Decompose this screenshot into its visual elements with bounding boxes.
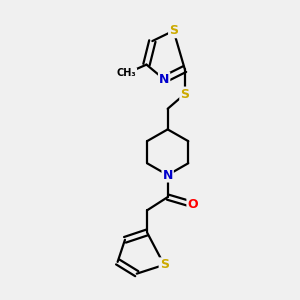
Text: N: N (163, 169, 173, 182)
Text: S: S (180, 88, 189, 100)
Text: N: N (159, 73, 169, 86)
Text: CH₃: CH₃ (117, 68, 136, 78)
Text: S: S (169, 24, 178, 37)
Text: S: S (160, 258, 169, 271)
Text: O: O (188, 198, 198, 211)
